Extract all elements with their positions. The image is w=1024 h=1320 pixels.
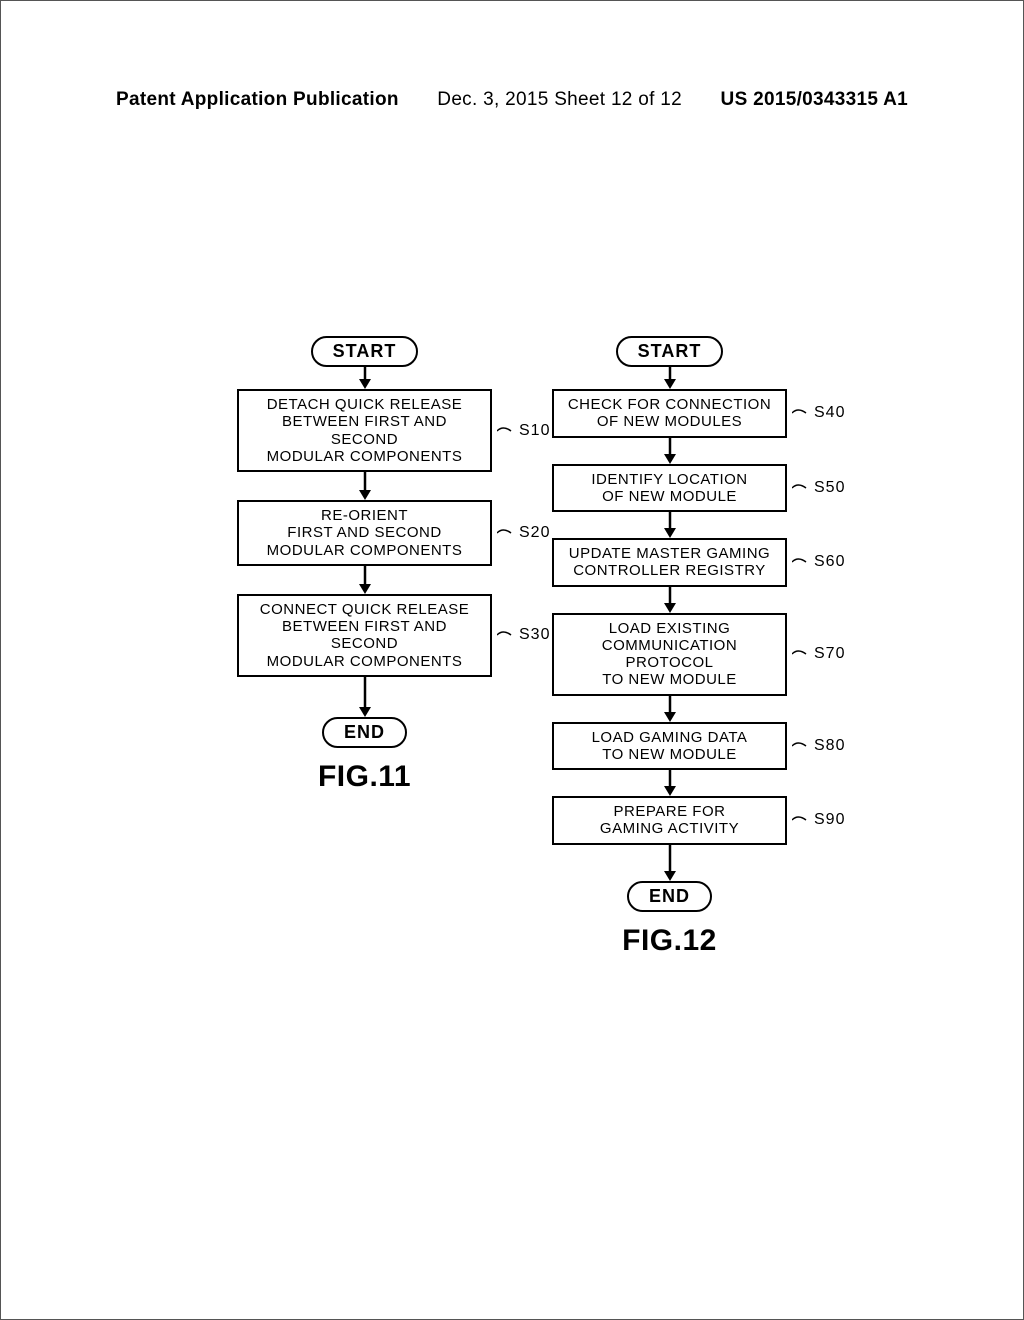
step-label: S60 [792, 553, 845, 571]
step-s40: CHECK FOR CONNECTIONOF NEW MODULES S40 [552, 389, 787, 438]
arrow-icon [663, 587, 677, 613]
page-header: Patent Application Publication Dec. 3, 2… [1, 89, 1023, 111]
step-s60: UPDATE MASTER GAMINGCONTROLLER REGISTRY … [552, 538, 787, 587]
leader-icon [792, 648, 810, 660]
step-label: S70 [792, 645, 845, 663]
leader-icon [497, 629, 515, 641]
step-label: S30 [497, 626, 550, 644]
step-s80: LOAD GAMING DATATO NEW MODULE S80 [552, 722, 787, 771]
step-box: CONNECT QUICK RELEASEBETWEEN FIRST AND S… [237, 594, 492, 677]
start-terminal: START [311, 336, 419, 367]
step-id: S40 [814, 404, 845, 422]
arrow-icon [358, 677, 372, 717]
step-id: S50 [814, 479, 845, 497]
step-id: S60 [814, 553, 845, 571]
leader-icon [792, 407, 810, 419]
leader-icon [792, 740, 810, 752]
arrow-icon [358, 566, 372, 594]
step-s70: LOAD EXISTINGCOMMUNICATION PROTOCOLTO NE… [552, 613, 787, 696]
leader-icon [792, 556, 810, 568]
step-id: S80 [814, 737, 845, 755]
header-right: US 2015/0343315 A1 [721, 89, 908, 111]
step-box: LOAD EXISTINGCOMMUNICATION PROTOCOLTO NE… [552, 613, 787, 696]
step-id: S90 [814, 811, 845, 829]
arrow-icon [358, 472, 372, 500]
step-s30: CONNECT QUICK RELEASEBETWEEN FIRST AND S… [237, 594, 492, 677]
figure-label: FIG.12 [622, 924, 717, 958]
step-id: S20 [519, 524, 550, 542]
step-label: S10 [497, 422, 550, 440]
diagrams-container: START DETACH QUICK RELEASEBETWEEN FIRST … [1, 336, 1023, 958]
leader-icon [497, 527, 515, 539]
step-id: S10 [519, 422, 550, 440]
step-label: S80 [792, 737, 845, 755]
step-box: IDENTIFY LOCATIONOF NEW MODULE [552, 464, 787, 513]
figure-label: FIG.11 [318, 760, 411, 794]
header-left: Patent Application Publication [116, 89, 399, 111]
step-s10: DETACH QUICK RELEASEBETWEEN FIRST AND SE… [237, 389, 492, 472]
step-box: UPDATE MASTER GAMINGCONTROLLER REGISTRY [552, 538, 787, 587]
step-id: S70 [814, 645, 845, 663]
leader-icon [792, 482, 810, 494]
step-label: S90 [792, 811, 845, 829]
arrow-icon [663, 512, 677, 538]
end-terminal: END [322, 717, 407, 748]
end-terminal: END [627, 881, 712, 912]
arrow-icon [663, 696, 677, 722]
arrow-icon [358, 367, 372, 389]
step-box: RE-ORIENTFIRST AND SECONDMODULAR COMPONE… [237, 500, 492, 566]
leader-icon [792, 814, 810, 826]
step-label: S20 [497, 524, 550, 542]
flowchart-fig12: START CHECK FOR CONNECTIONOF NEW MODULES… [552, 336, 787, 958]
arrow-icon [663, 438, 677, 464]
step-s20: RE-ORIENTFIRST AND SECONDMODULAR COMPONE… [237, 500, 492, 566]
leader-icon [497, 425, 515, 437]
flowchart-fig11: START DETACH QUICK RELEASEBETWEEN FIRST … [237, 336, 492, 958]
step-s90: PREPARE FORGAMING ACTIVITY S90 [552, 796, 787, 845]
header-mid: Dec. 3, 2015 Sheet 12 of 12 [437, 89, 682, 111]
step-id: S30 [519, 626, 550, 644]
arrow-icon [663, 845, 677, 881]
start-terminal: START [616, 336, 724, 367]
step-box: CHECK FOR CONNECTIONOF NEW MODULES [552, 389, 787, 438]
step-box: LOAD GAMING DATATO NEW MODULE [552, 722, 787, 771]
arrow-icon [663, 367, 677, 389]
step-box: DETACH QUICK RELEASEBETWEEN FIRST AND SE… [237, 389, 492, 472]
step-label: S40 [792, 404, 845, 422]
step-box: PREPARE FORGAMING ACTIVITY [552, 796, 787, 845]
page-frame: Patent Application Publication Dec. 3, 2… [0, 0, 1024, 1320]
step-label: S50 [792, 479, 845, 497]
arrow-icon [663, 770, 677, 796]
step-s50: IDENTIFY LOCATIONOF NEW MODULE S50 [552, 464, 787, 513]
